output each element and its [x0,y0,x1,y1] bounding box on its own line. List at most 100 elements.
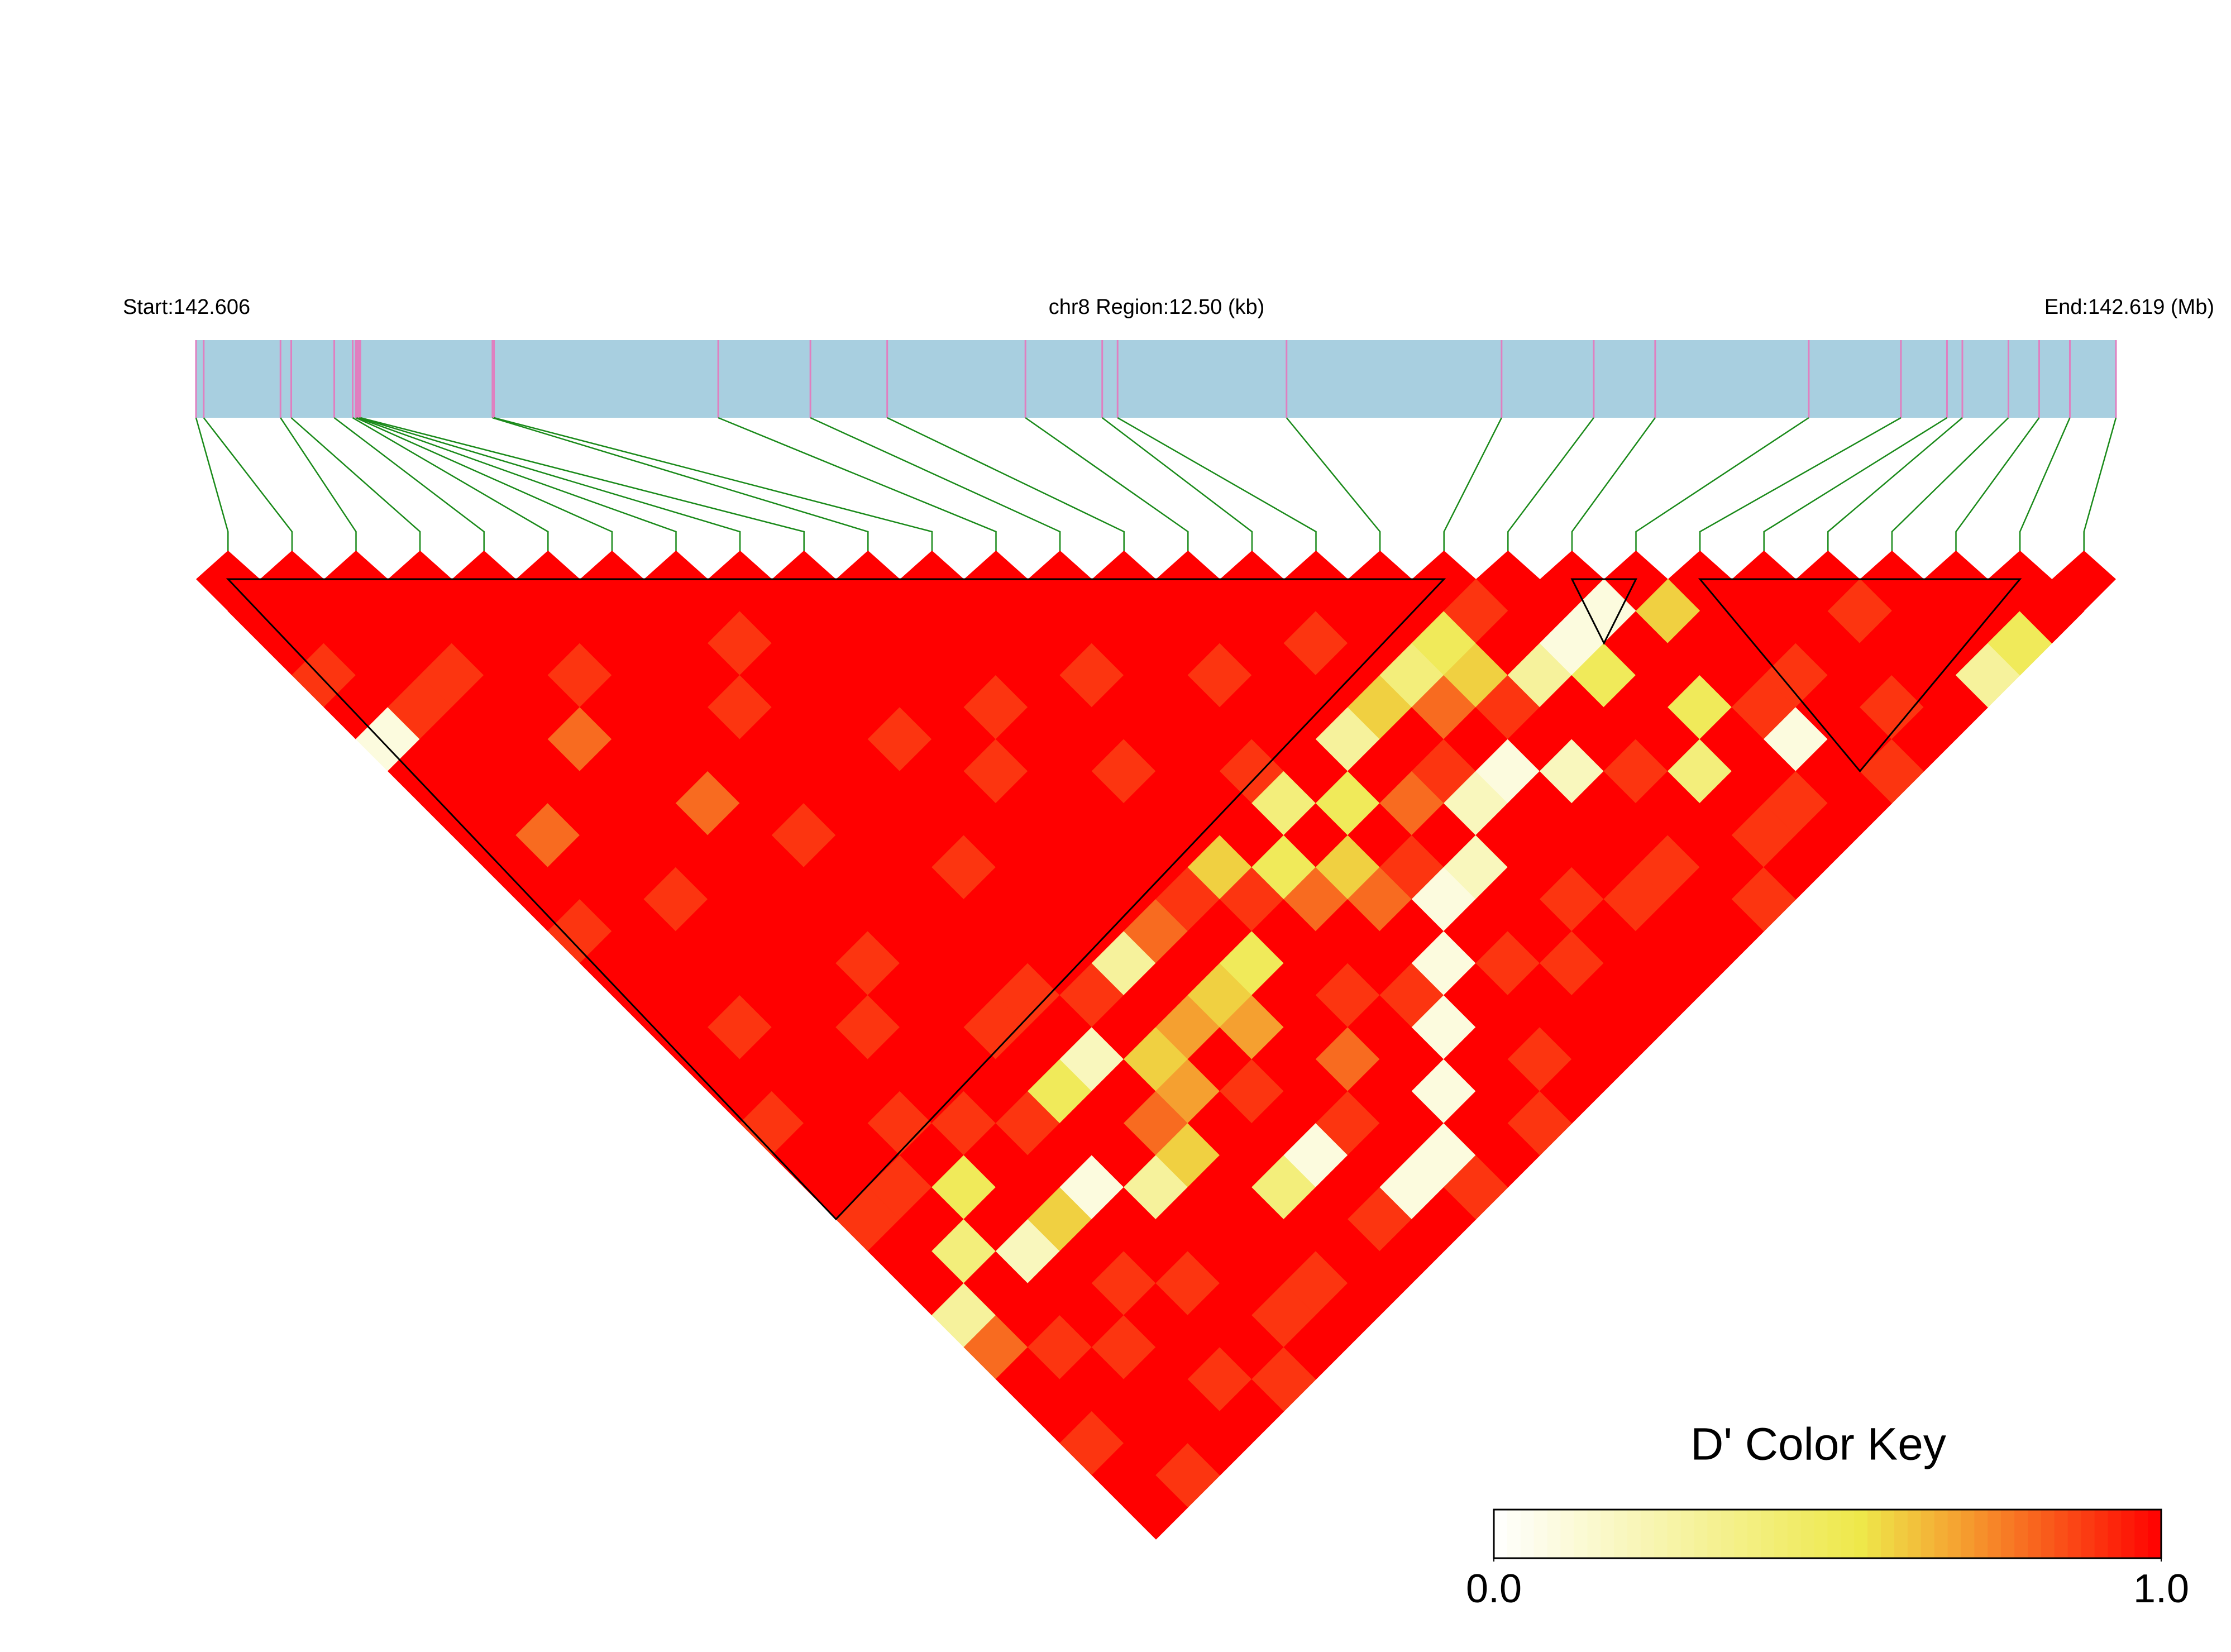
color-key-frame [1493,1508,2162,1559]
snp-connector [203,417,293,555]
snp-connector [492,417,869,555]
color-key-step [1881,1510,1895,1558]
diagonal-tooth [516,550,580,612]
color-key-step [1947,1510,1961,1558]
diagonal-tooth [836,550,900,612]
region-bar [196,340,2116,418]
color-key-label: 0.0 [1466,1567,1522,1611]
snp-connector [1117,417,1317,555]
diagonal-tooth [1156,550,1220,612]
color-key-step [1934,1510,1948,1558]
diagonal-tooth [964,550,1028,612]
snp-connector [1571,417,1656,555]
color-key-step [1654,1510,1668,1558]
color-key-step [1907,1510,1922,1558]
diagonal-tooth [1476,550,1540,612]
snp-connector [1763,417,1948,555]
color-key-step [1707,1510,1721,1558]
snp-connector [887,417,1125,555]
diagonal-tooth [1092,550,1156,612]
diagonal-tooth [772,550,836,612]
snp-connector [1635,417,1809,555]
snp-connector [1507,417,1594,555]
color-key-step [1694,1510,1708,1558]
color-key-title: D' Color Key [1690,1419,1946,1470]
diagonal-tooth [1796,550,1860,612]
snp-connector [1025,417,1189,555]
diagonal-tooth [1284,550,1348,612]
color-key-step [1601,1510,1614,1558]
color-key-step [1854,1510,1868,1558]
snp-connector [360,417,805,555]
color-key-step [1961,1510,1975,1558]
snp-connector [494,417,933,555]
snp-connector [357,417,677,555]
color-key-step [1721,1510,1735,1558]
diagonal-tooth [1028,550,1092,612]
color-key-step [1827,1510,1841,1558]
color-key-step [2067,1510,2082,1558]
snp-connector [195,417,229,555]
color-key-step [2028,1510,2042,1558]
snp-connector [355,417,613,555]
color-key-step [1494,1510,1508,1558]
snp-connector [333,417,485,555]
diagonal-tooth [452,550,516,612]
region-label: chr8 Region:12.50 (kb) [1049,295,1265,319]
color-key-step [1761,1510,1775,1558]
snp-connector [280,417,357,555]
diagonal-tooth [708,550,772,612]
color-key-step [2081,1510,2095,1558]
snp-connector [1101,417,1253,555]
snp-connector [1827,417,1963,555]
diagonal-tooth [1860,550,1924,612]
color-key-step [1800,1510,1815,1558]
color-key-step [2014,1510,2028,1558]
color-key-step [1747,1510,1761,1558]
color-key-step [1547,1510,1561,1558]
diagonal-tooth [1924,550,1988,612]
color-key-step [2121,1510,2135,1558]
color-key-step [1533,1510,1548,1558]
snp-connector [810,417,1061,555]
diagonal-tooth [1220,550,1284,612]
color-key-step [1587,1510,1601,1558]
snp-connector [352,417,549,555]
color-key-step [1814,1510,1828,1558]
color-key-label: 1.0 [2133,1567,2189,1611]
diagonal-tooth [900,550,964,612]
diagonal-tooth [1348,550,1412,612]
color-key-step [2134,1510,2148,1558]
diagonal-tooth [324,550,388,612]
snp-connector [1955,417,2040,555]
color-key-step [1560,1510,1574,1558]
diagonal-tooth [196,550,260,612]
color-key-step [1667,1510,1681,1558]
color-key-step [1680,1510,1694,1558]
color-key-step [2094,1510,2108,1558]
snp-connector [1443,417,1502,555]
color-key-step [2108,1510,2122,1558]
snp-connector [359,417,741,555]
snp-connector [1699,417,1902,555]
diagonal-tooth [1412,550,1476,612]
ld-block [1570,578,1637,645]
color-key-step [1574,1510,1588,1558]
color-key-step [1734,1510,1748,1558]
color-key-step [1894,1510,1908,1558]
diagonal-tooth [1732,550,1796,612]
diagonal-tooth [2052,550,2116,612]
diagonal-tooth [1988,550,2052,612]
color-key-step [1974,1510,1988,1558]
color-key-step [1507,1510,1521,1558]
diagonal-tooth [388,550,452,612]
snp-connector [1286,417,1381,555]
color-key-step [1627,1510,1641,1558]
color-key-step [1520,1510,1535,1558]
color-key-step [1921,1510,1935,1558]
color-key-step [1988,1510,2001,1558]
ld-cell [2019,579,2085,644]
diagonal-tooth [260,550,324,612]
